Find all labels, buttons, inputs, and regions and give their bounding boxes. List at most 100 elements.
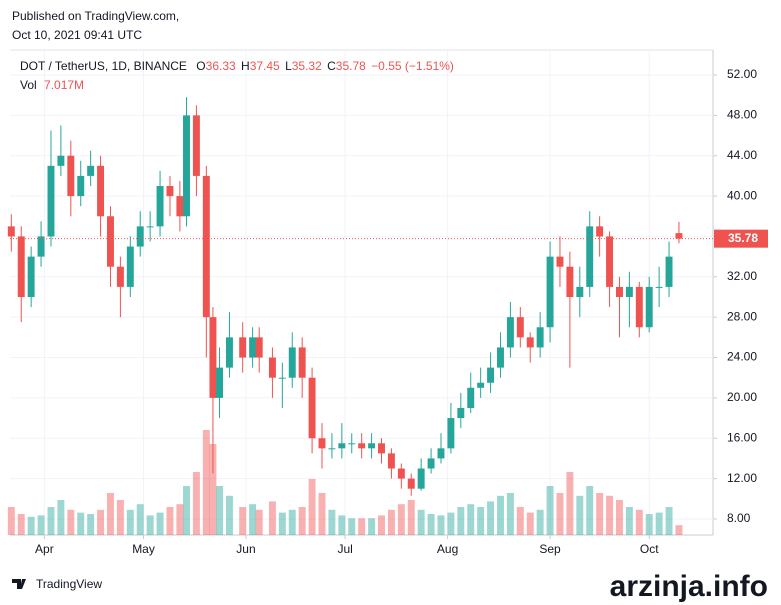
timestamp: Oct 10, 2021 09:41 UTC	[12, 28, 142, 42]
candle-body	[225, 337, 233, 368]
candle-body	[387, 453, 395, 469]
volume-bar	[77, 512, 85, 535]
volume-bar	[57, 500, 65, 535]
volume-bar	[278, 512, 286, 535]
candle-body	[67, 155, 75, 197]
candle-body	[546, 256, 554, 328]
volume-bar	[497, 495, 504, 535]
watermark: arzinja.info	[610, 570, 768, 603]
volume-bar	[116, 500, 124, 535]
volume-bar	[288, 509, 296, 535]
candle-body	[166, 186, 174, 197]
volume-bar	[136, 504, 144, 535]
c-prefix: C	[327, 59, 336, 73]
volume-bar	[437, 515, 445, 535]
volume-legend: Vol 7.017M	[20, 78, 84, 92]
volume-bar	[635, 509, 643, 535]
change: −0.55	[371, 59, 402, 73]
candle-body	[645, 286, 653, 328]
volume-value: 7.017M	[44, 78, 84, 92]
candle-body	[467, 387, 475, 408]
candle-body	[526, 337, 534, 348]
candle-body	[27, 256, 35, 297]
candle-body	[338, 443, 346, 449]
volume-bar	[107, 493, 114, 535]
volume-name: Vol	[20, 78, 37, 92]
candle-body	[255, 337, 263, 358]
last-price-tag	[714, 229, 768, 248]
candle-body	[596, 226, 604, 237]
candle-body	[378, 443, 385, 454]
candle-body	[427, 458, 435, 469]
candle-body	[216, 367, 224, 398]
h-prefix: H	[241, 59, 250, 73]
y-tick-label: 28.00	[727, 309, 757, 323]
candle-body	[116, 266, 124, 287]
volume-bar	[338, 515, 346, 535]
volume-bar	[328, 509, 336, 535]
candle-body	[477, 382, 485, 388]
candle-body	[298, 347, 306, 378]
candle-body	[497, 347, 504, 368]
volume-bar	[37, 515, 45, 535]
volume-bar	[625, 507, 633, 535]
candle-body	[17, 236, 25, 297]
candle-body	[665, 256, 673, 287]
volume-bar	[183, 486, 190, 535]
volume-bar	[447, 512, 455, 535]
volume-bar	[308, 479, 316, 535]
x-tick-label: Apr	[35, 542, 54, 556]
volume-bar	[239, 507, 247, 535]
candle-body	[447, 418, 455, 449]
candle-body	[183, 115, 190, 217]
x-tick-label: Aug	[437, 542, 458, 556]
candle-body	[635, 286, 643, 328]
volume-bar	[202, 430, 210, 535]
candle-body	[192, 115, 200, 176]
volume-bar	[166, 507, 174, 535]
published: Published on TradingView.com,	[12, 9, 179, 23]
y-tick-label: 24.00	[727, 350, 757, 364]
volume-bar	[156, 512, 164, 535]
volume-bar	[556, 493, 564, 535]
candle-body	[615, 286, 623, 297]
l-prefix: L	[285, 59, 292, 73]
volume-bar	[255, 509, 263, 535]
volume-bar	[487, 501, 495, 535]
volume-bar	[348, 518, 356, 535]
volume-bar	[417, 509, 425, 535]
logo-mark	[12, 579, 26, 589]
volume-bar	[457, 507, 465, 535]
x-tick-label: May	[132, 542, 155, 556]
candle-body	[268, 357, 276, 378]
volume-bar	[27, 516, 35, 535]
volume-bar	[546, 486, 554, 535]
y-tick-label: 20.00	[727, 390, 757, 404]
candle-body	[176, 196, 184, 217]
volume-bar	[298, 507, 306, 535]
volume-bar	[225, 495, 233, 535]
candle-body	[566, 266, 574, 297]
candle-body	[328, 448, 336, 450]
candle-body	[625, 286, 633, 297]
volume-bar	[645, 514, 653, 535]
candle-body	[457, 407, 465, 419]
candle-body	[97, 165, 105, 217]
candle-body	[516, 317, 524, 338]
volume-bar	[506, 493, 514, 535]
volume-bar	[566, 472, 574, 535]
brand-logo: TradingView	[12, 577, 102, 591]
volume-bar	[675, 525, 683, 535]
volume-bar	[576, 495, 584, 535]
volume-bar	[216, 486, 224, 535]
candle-body	[7, 226, 15, 237]
candle-body	[239, 337, 247, 358]
candle-body	[487, 367, 495, 383]
x-tick-label: Jun	[236, 542, 255, 556]
volume-bar	[209, 444, 217, 535]
candle-body	[348, 443, 356, 445]
volume-bar	[526, 512, 534, 535]
candle-body	[37, 236, 45, 257]
